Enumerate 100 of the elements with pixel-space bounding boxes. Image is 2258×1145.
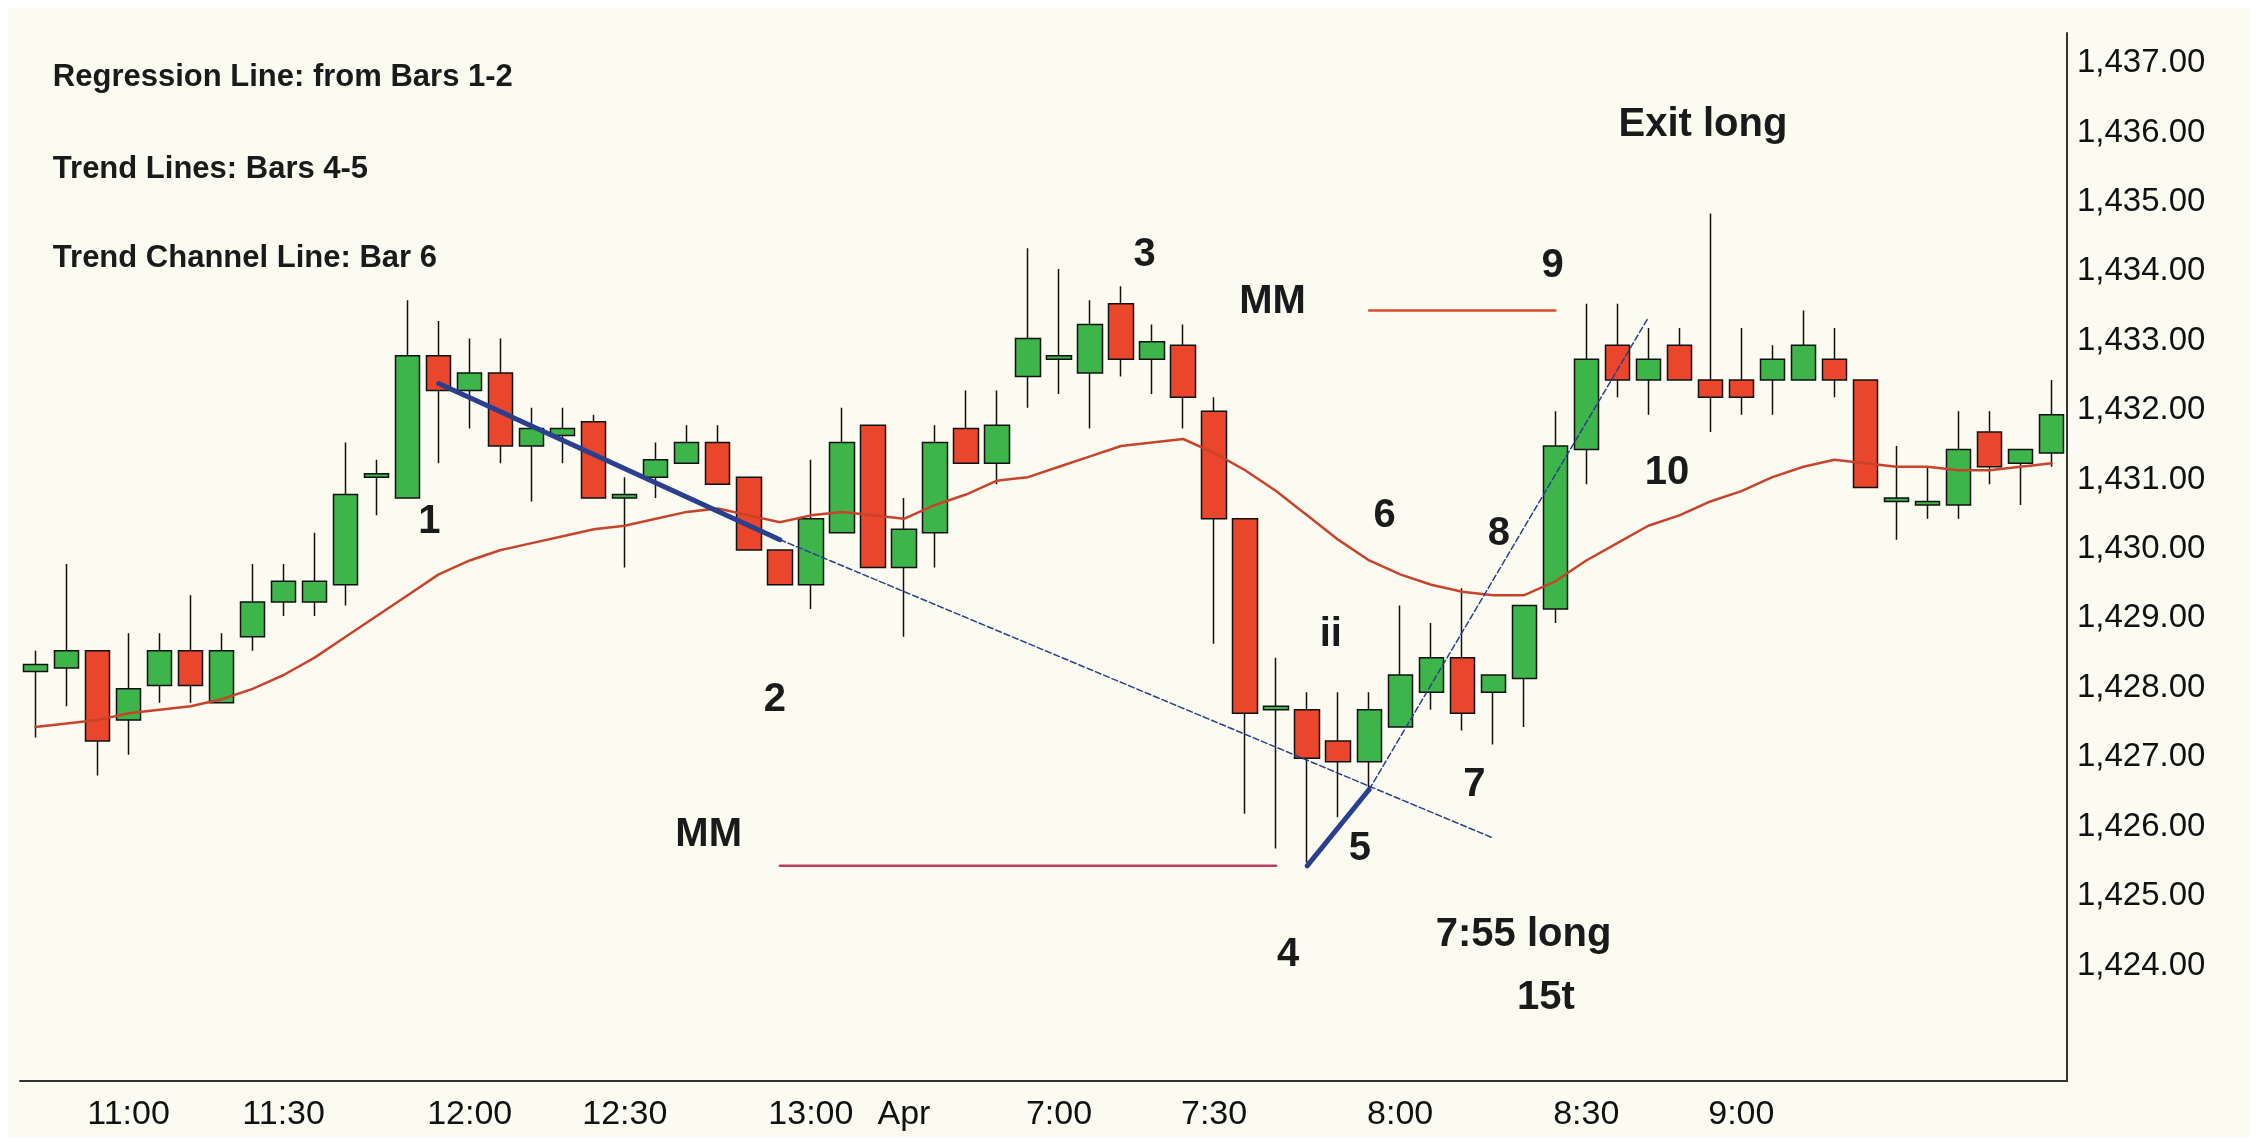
y-tick-label: 1,430.00 xyxy=(2077,528,2206,566)
candlestick xyxy=(1107,285,1135,378)
candlestick xyxy=(332,441,359,607)
line-series xyxy=(34,437,2053,729)
candlestick xyxy=(1169,323,1197,430)
candlestick xyxy=(1293,691,1321,864)
candlestick xyxy=(983,389,1011,485)
annotation: 7 xyxy=(1463,760,1486,805)
candlestick xyxy=(797,459,825,610)
y-tick-label: 1,425.00 xyxy=(2077,875,2206,913)
candlestick xyxy=(1945,410,1972,520)
candlestick xyxy=(673,424,700,465)
annotation: ii xyxy=(1319,610,1342,655)
candlestick xyxy=(1914,466,1941,520)
candlestick xyxy=(1697,212,1724,433)
candlestick xyxy=(828,407,856,534)
x-tick-label: 12:00 xyxy=(427,1093,513,1131)
annotation: 8 xyxy=(1487,508,1511,553)
candlestick xyxy=(456,337,483,430)
annotation: Trend Channel Line: Bar 6 xyxy=(52,238,437,274)
candlestick xyxy=(487,337,514,465)
annotation: Exit long xyxy=(1618,100,1788,145)
annotation: Regression Line: from Bars 1-2 xyxy=(52,58,513,94)
candlestick xyxy=(1262,656,1290,850)
annotation: 7:55 long xyxy=(1435,909,1612,954)
candlestick xyxy=(890,497,918,638)
candlestick xyxy=(115,632,142,756)
candlestick xyxy=(1511,604,1538,728)
candlestick xyxy=(239,563,266,652)
candlestick xyxy=(952,389,980,465)
candlestick xyxy=(1138,323,1166,395)
candlestick xyxy=(208,632,235,704)
candlestick xyxy=(1449,587,1476,732)
candlestick xyxy=(53,563,80,707)
candlestick xyxy=(1666,327,1693,381)
annotation: 2 xyxy=(763,674,786,719)
candlestick xyxy=(146,632,173,704)
y-tick-label: 1,433.00 xyxy=(2077,319,2206,357)
x-tick-label: 12:30 xyxy=(582,1093,668,1131)
candlestick xyxy=(177,594,204,704)
x-tick-label: 7:00 xyxy=(1025,1093,1093,1131)
candlestick xyxy=(2007,448,2034,506)
candlestick xyxy=(1045,268,1073,395)
annotation: 4 xyxy=(1277,929,1301,974)
y-tick-label: 1,434.00 xyxy=(2077,250,2206,288)
candlestick xyxy=(2038,379,2065,468)
annotation: MM xyxy=(675,810,742,855)
annotation: 6 xyxy=(1373,490,1396,535)
candlestick xyxy=(1635,327,1662,416)
x-tick-label: 11:00 xyxy=(87,1093,170,1131)
annotation: 3 xyxy=(1133,229,1156,274)
candlestick xyxy=(642,441,669,499)
y-tick-label: 1,436.00 xyxy=(2077,111,2206,149)
annotation: Trend Lines: Bars 4-5 xyxy=(52,149,369,185)
candlestick xyxy=(766,549,794,586)
x-tick-label: 7:30 xyxy=(1180,1093,1248,1131)
x-tick-label: 8:00 xyxy=(1367,1093,1434,1131)
x-tick-label: Apr xyxy=(877,1093,931,1131)
candlestick xyxy=(921,424,949,569)
candlestick xyxy=(1231,518,1259,815)
x-tick-label: 9:00 xyxy=(1708,1093,1775,1131)
annotation: 9 xyxy=(1541,241,1564,286)
annotation: 10 xyxy=(1644,447,1690,492)
y-tick-label: 1,432.00 xyxy=(2077,389,2206,427)
y-tick-label: 1,431.00 xyxy=(2077,458,2206,496)
candlestick xyxy=(518,407,545,503)
candlestick xyxy=(611,476,638,569)
x-tick-label: 8:30 xyxy=(1553,1093,1620,1131)
y-tick-label: 1,424.00 xyxy=(2077,944,2206,982)
candlestick xyxy=(394,299,421,499)
candlestick xyxy=(1852,379,1879,489)
candlestick xyxy=(704,424,731,485)
candlestick xyxy=(1480,674,1507,746)
candlestick xyxy=(22,649,49,739)
candlestick xyxy=(84,649,111,777)
candlestick xyxy=(1821,327,1848,399)
candlestick xyxy=(1542,410,1569,624)
annotation: MM xyxy=(1239,277,1306,322)
annotation: 1 xyxy=(418,497,441,542)
candlestick xyxy=(363,459,390,517)
candlestick xyxy=(1387,604,1414,728)
candlestick xyxy=(270,563,297,617)
candlestick xyxy=(1014,247,1042,409)
annotation: 5 xyxy=(1348,823,1372,868)
y-tick-label: 1,437.00 xyxy=(2077,42,2206,80)
candlestick xyxy=(1976,410,2003,485)
candlestick xyxy=(1759,344,1786,416)
candlestick xyxy=(1573,302,1600,485)
y-tick-label: 1,427.00 xyxy=(2077,736,2206,774)
x-tick-label: 13:00 xyxy=(768,1093,854,1131)
x-tick-label: 11:30 xyxy=(242,1093,325,1131)
candlestick xyxy=(1728,327,1755,416)
y-tick-label: 1,429.00 xyxy=(2077,597,2206,635)
annotation: 15t xyxy=(1517,972,1575,1017)
candlestick xyxy=(1604,302,1631,399)
candlestick xyxy=(1200,396,1228,645)
candlestick xyxy=(425,320,452,465)
candlestick xyxy=(580,413,607,499)
candlestick xyxy=(1418,622,1445,711)
y-tick-label: 1,435.00 xyxy=(2077,181,2206,219)
